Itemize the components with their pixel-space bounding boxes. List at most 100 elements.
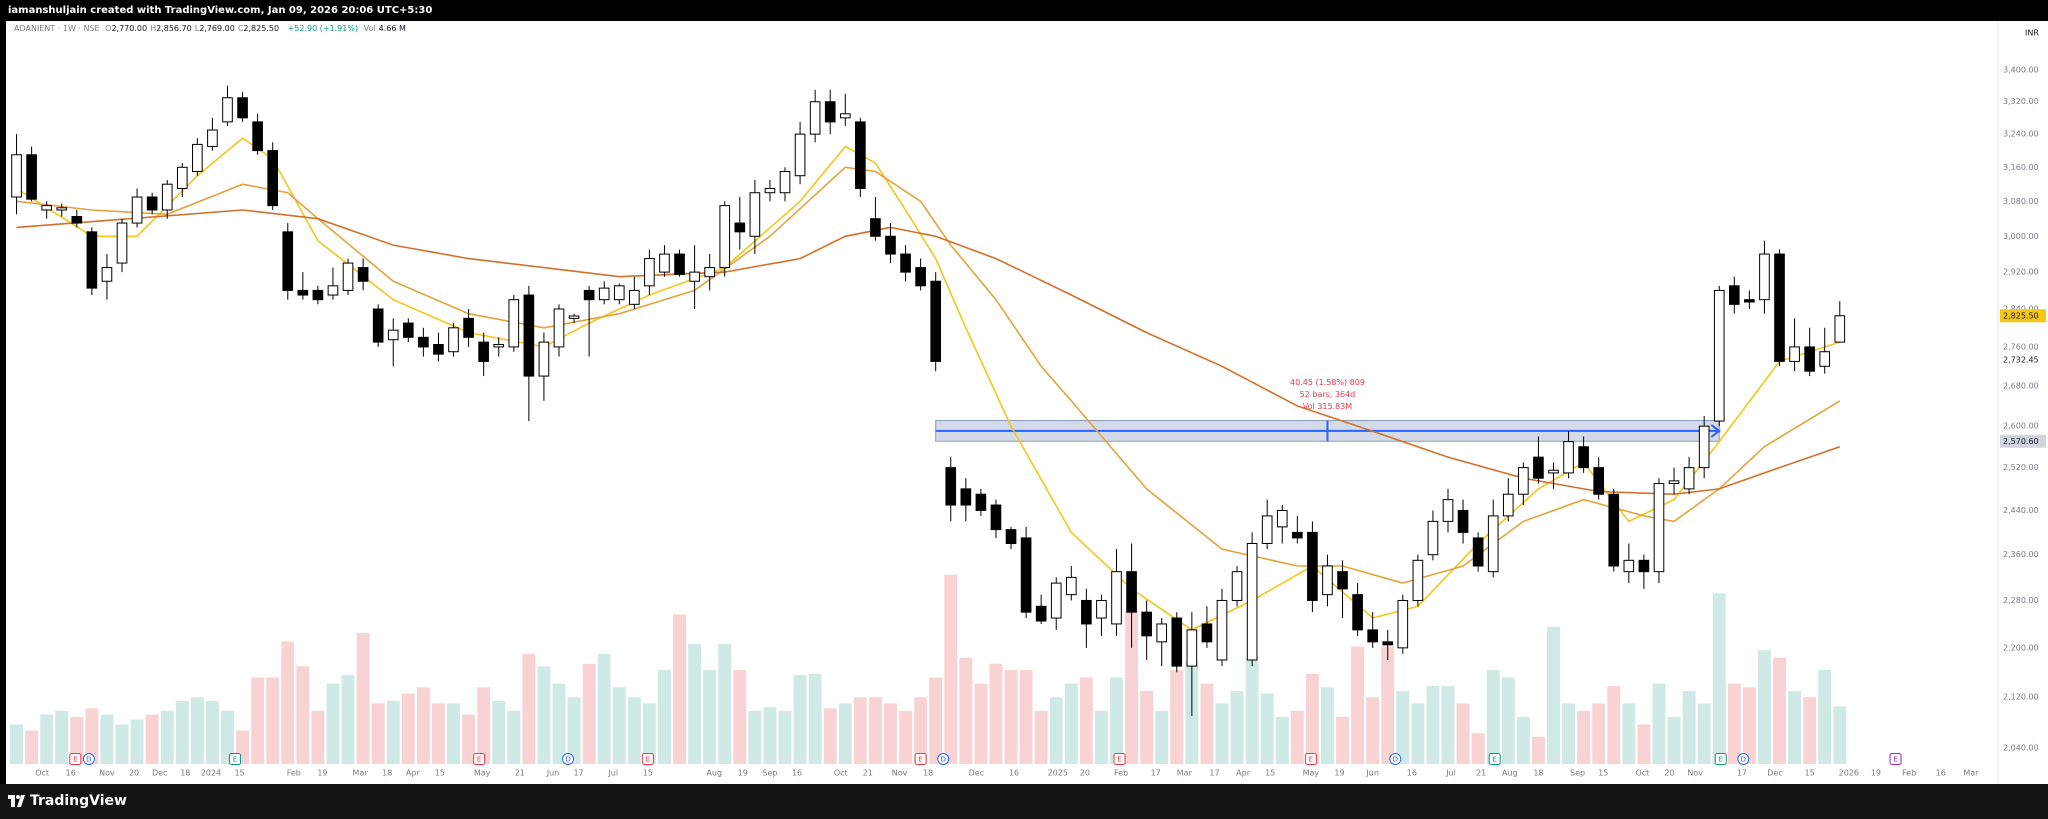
x-tick-label: Oct: [834, 769, 848, 778]
event-marker: [1889, 753, 1902, 765]
volume-bar: [477, 687, 491, 764]
brand: TradingView: [30, 793, 127, 809]
x-tick-label: 15: [234, 769, 244, 778]
candle-body: [1563, 441, 1574, 474]
volume-bar: [1788, 691, 1802, 764]
volume-bar: [1773, 657, 1786, 764]
y-tick-label: 2,600.00: [2003, 422, 2039, 431]
candle-body: [237, 97, 248, 119]
volume-bar: [1486, 670, 1500, 764]
moving-average: [16, 166, 1841, 584]
candle-body: [809, 101, 821, 135]
candle-body: [915, 267, 926, 287]
event-label: D: [86, 756, 91, 764]
credit-bar: iamanshuljain created with TradingView.c…: [0, 0, 2048, 21]
x-tick-label: Mar: [353, 769, 369, 778]
x-tick-label: Aug: [1502, 769, 1518, 778]
volume-bar: [1245, 657, 1259, 764]
legend-value: 2,825.50: [243, 24, 280, 33]
candle-body: [1744, 299, 1755, 303]
candle-body: [1322, 565, 1333, 596]
volume-bar: [673, 614, 687, 764]
volume-bar: [1742, 687, 1756, 764]
volume-bar: [1019, 670, 1033, 764]
event-marker: [229, 753, 242, 765]
volume-bar: [1682, 691, 1696, 764]
volume-bar: [25, 730, 39, 764]
volume-bar: [1757, 650, 1771, 764]
candle-body: [71, 215, 83, 224]
candle-body: [1819, 351, 1831, 367]
volume-bar: [1712, 593, 1726, 764]
volume-bar: [507, 710, 521, 764]
candle-body: [523, 294, 535, 377]
x-tick-label: Dec: [969, 769, 984, 778]
volume-bar: [356, 632, 370, 764]
candle-body: [26, 154, 37, 200]
x-tick-label: Feb: [287, 769, 301, 778]
candle-body: [1608, 493, 1620, 567]
x-tick-label: Sep: [762, 769, 777, 778]
volume-bar: [1607, 686, 1621, 764]
candle-body: [749, 192, 761, 237]
candle-body: [1593, 467, 1605, 495]
candle-body: [990, 504, 1002, 531]
candle-body: [372, 308, 384, 343]
event-marker: [1113, 753, 1126, 765]
candle-body: [704, 267, 715, 278]
candle-body: [282, 231, 294, 291]
candle-body: [478, 341, 489, 362]
x-tick-label: Nov: [1687, 769, 1703, 778]
event-marker: [1714, 753, 1727, 765]
volume-bar: [371, 703, 385, 764]
y-tick-label: 2,680.00: [2003, 381, 2039, 390]
x-tick-label: Feb: [1902, 769, 1916, 778]
volume-bar: [1170, 670, 1184, 764]
candle-body: [1683, 467, 1695, 490]
candle-body: [222, 97, 233, 123]
candle-body: [870, 218, 881, 237]
volume-bar: [567, 697, 581, 764]
candle-body: [1518, 467, 1529, 495]
legend: ADANIENT · 1W · NSE O2,770.00 H2,856.70 L2…: [14, 24, 409, 33]
volume-bar: [808, 673, 822, 764]
x-tick-label: 2026: [1839, 769, 1859, 778]
candle-body: [583, 289, 595, 301]
event-label: E: [1309, 756, 1313, 764]
x-tick-label: 16: [66, 769, 76, 778]
volume-bar: [1803, 697, 1817, 764]
x-tick-label: 16: [792, 769, 802, 778]
x-tick-label: 15: [1265, 769, 1275, 778]
volume-bar: [1140, 691, 1154, 764]
x-tick-label: Jul: [1445, 769, 1456, 778]
price-label: 2,732.45: [2003, 356, 2039, 365]
candle-body: [930, 280, 942, 362]
candle-body: [719, 205, 731, 269]
volume-key: Vol: [363, 24, 376, 33]
candle-body: [568, 315, 580, 319]
volume-bar: [1426, 686, 1440, 764]
volume-bar: [1818, 670, 1832, 764]
logo: [8, 795, 25, 807]
candle-body: [1246, 542, 1258, 661]
candle-body: [267, 150, 279, 207]
candle-body: [387, 329, 399, 341]
volume-bar: [1320, 687, 1334, 764]
volume-bar: [1652, 683, 1666, 764]
event-marker: [82, 753, 95, 765]
chart: 40.45 (1.58%) 809 52 bars, 364d Vol 315.83…: [6, 21, 2048, 784]
volume-bar: [823, 708, 837, 764]
candle-body: [508, 299, 520, 348]
price-label-box: [2000, 353, 2046, 367]
volume-bar: [492, 700, 506, 764]
candle-body: [418, 336, 429, 348]
candle-body: [1653, 483, 1665, 573]
volume-bar: [853, 697, 867, 764]
candle-body: [629, 289, 640, 305]
event-label: E: [646, 756, 650, 764]
candle-body: [161, 183, 173, 211]
x-tick-label: 17: [1209, 769, 1219, 778]
y-tick-label: 2,280.00: [2003, 596, 2039, 605]
candle-body: [11, 154, 22, 198]
